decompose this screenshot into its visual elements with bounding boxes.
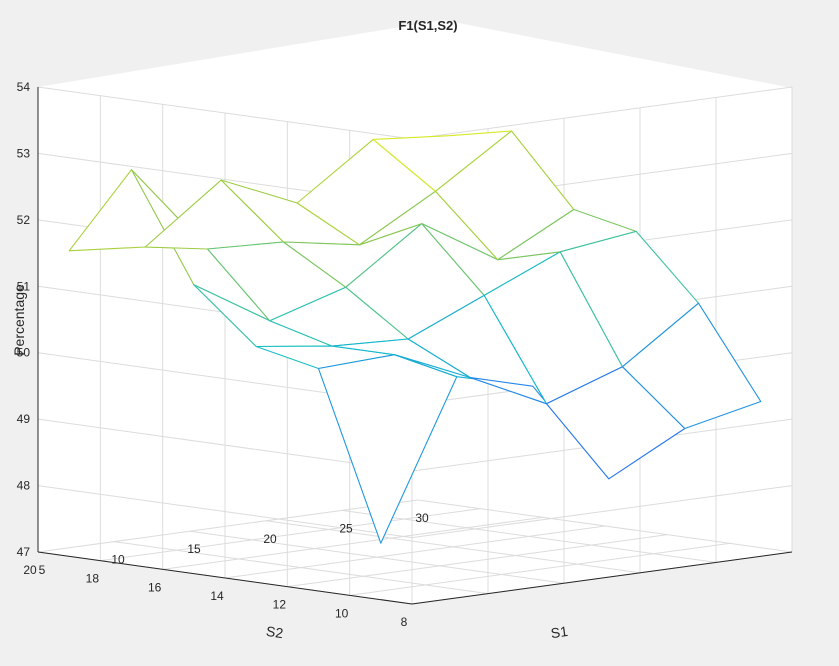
z-gridline-right — [411, 86, 793, 140]
y-gridline-floor — [100, 508, 481, 562]
z-axis-label: Percentage — [11, 284, 27, 356]
z-tick-label: 53 — [17, 146, 31, 160]
mesh-face — [621, 302, 762, 430]
x-axis-line — [411, 551, 793, 605]
y-gridline-floor — [224, 525, 606, 579]
x-tick-label: 25 — [339, 521, 353, 535]
y-tick-label: 8 — [401, 615, 408, 629]
floor-pane — [38, 497, 792, 604]
y-gridline-floor — [162, 516, 543, 570]
y-gridline-floor — [349, 542, 730, 596]
mesh-surface — [68, 130, 762, 544]
chart-title: F1(S1,S2) — [398, 18, 457, 33]
z-tick-label: 50 — [17, 346, 31, 360]
z-tick-label: 54 — [17, 80, 31, 94]
x-tick-label: 5 — [39, 563, 46, 577]
y-gridline-floor — [287, 534, 668, 588]
x-tick-label: 15 — [187, 542, 201, 556]
z-tick-label: 52 — [17, 213, 31, 227]
y-tick-label: 10 — [335, 606, 349, 620]
y-tick-label: 16 — [148, 580, 162, 594]
y-gridline-floor — [37, 499, 419, 553]
y-tick-label: 18 — [86, 572, 100, 586]
z-tick-label: 48 — [17, 479, 31, 493]
x-tick-label: 20 — [263, 532, 277, 546]
x-tick-label: 30 — [415, 511, 429, 525]
z-tick-label: 47 — [17, 545, 31, 559]
x-axis-label: S1 — [550, 623, 569, 641]
y-tick-label: 20 — [23, 563, 37, 577]
z-tick-label: 51 — [17, 279, 31, 293]
z-tick-label: 49 — [17, 412, 31, 426]
x-tick-label: 10 — [111, 553, 125, 567]
y-axis-label: S2 — [265, 623, 284, 641]
y-tick-label: 12 — [273, 598, 287, 612]
y-tick-label: 14 — [210, 589, 224, 603]
y-axis-line — [37, 551, 413, 605]
axes-edges — [37, 87, 793, 605]
